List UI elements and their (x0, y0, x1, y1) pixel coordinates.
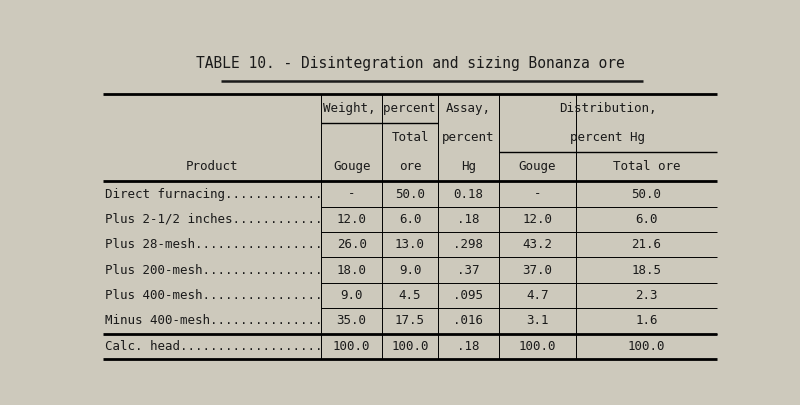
Text: Plus 200-mesh................: Plus 200-mesh................ (105, 264, 322, 277)
Text: .298: .298 (454, 238, 483, 251)
Text: TABLE 10. - Disintegration and sizing Bonanza ore: TABLE 10. - Disintegration and sizing Bo… (196, 56, 624, 71)
Text: Calc. head...................: Calc. head................... (105, 340, 322, 353)
Text: Gouge: Gouge (518, 160, 556, 173)
Text: Total: Total (391, 131, 429, 144)
Text: percent: percent (442, 131, 494, 144)
Text: 100.0: 100.0 (518, 340, 556, 353)
Text: 4.5: 4.5 (398, 289, 422, 302)
Text: Assay,: Assay, (446, 102, 491, 115)
Text: 18.0: 18.0 (337, 264, 366, 277)
Text: -: - (534, 188, 541, 200)
Text: 13.0: 13.0 (395, 238, 425, 251)
Text: 6.0: 6.0 (398, 213, 422, 226)
Text: 37.0: 37.0 (522, 264, 552, 277)
Text: 6.0: 6.0 (635, 213, 658, 226)
Text: Plus 400-mesh................: Plus 400-mesh................ (105, 289, 322, 302)
Text: .18: .18 (457, 340, 479, 353)
Text: .016: .016 (454, 314, 483, 327)
Text: Weight, percent: Weight, percent (323, 102, 435, 115)
Text: 9.0: 9.0 (341, 289, 363, 302)
Text: 12.0: 12.0 (337, 213, 366, 226)
Text: 1.6: 1.6 (635, 314, 658, 327)
Text: 17.5: 17.5 (395, 314, 425, 327)
Text: 3.1: 3.1 (526, 314, 549, 327)
Text: 50.0: 50.0 (631, 188, 662, 200)
Text: 100.0: 100.0 (333, 340, 370, 353)
Text: Plus 28-mesh.................: Plus 28-mesh................. (105, 238, 322, 251)
Text: 50.0: 50.0 (395, 188, 425, 200)
Text: .37: .37 (457, 264, 479, 277)
Text: Minus 400-mesh...............: Minus 400-mesh............... (105, 314, 322, 327)
Text: 12.0: 12.0 (522, 213, 552, 226)
Text: .095: .095 (454, 289, 483, 302)
Text: 4.7: 4.7 (526, 289, 549, 302)
Text: 9.0: 9.0 (398, 264, 422, 277)
Text: Direct furnacing.............: Direct furnacing............. (105, 188, 322, 200)
Text: 2.3: 2.3 (635, 289, 658, 302)
Text: 21.6: 21.6 (631, 238, 662, 251)
Text: Total ore: Total ore (613, 160, 680, 173)
Text: Product: Product (186, 160, 238, 173)
Text: 100.0: 100.0 (627, 340, 665, 353)
Text: -: - (348, 188, 355, 200)
Text: Plus 2-1/2 inches............: Plus 2-1/2 inches............ (105, 213, 322, 226)
Text: percent Hg: percent Hg (570, 131, 646, 144)
Text: 35.0: 35.0 (337, 314, 366, 327)
Text: .18: .18 (457, 213, 479, 226)
Text: ore: ore (398, 160, 422, 173)
Text: 100.0: 100.0 (391, 340, 429, 353)
Text: 26.0: 26.0 (337, 238, 366, 251)
Text: Gouge: Gouge (333, 160, 370, 173)
Text: 43.2: 43.2 (522, 238, 552, 251)
Text: 18.5: 18.5 (631, 264, 662, 277)
Text: Distribution,: Distribution, (559, 102, 657, 115)
Text: 0.18: 0.18 (454, 188, 483, 200)
Text: Hg: Hg (461, 160, 476, 173)
